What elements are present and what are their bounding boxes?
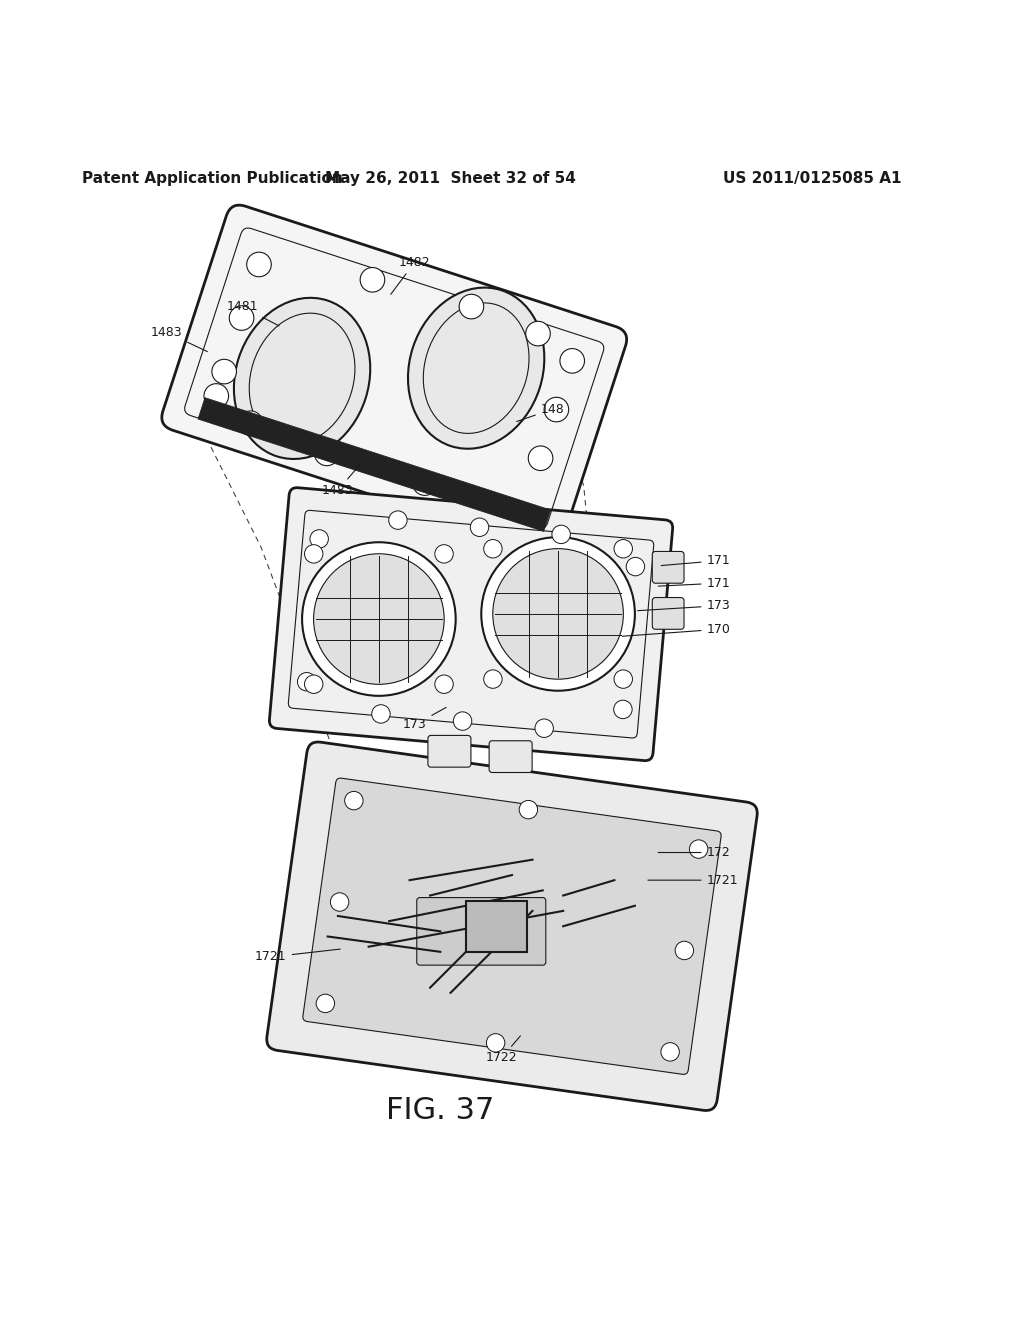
Circle shape bbox=[627, 557, 645, 576]
Circle shape bbox=[459, 294, 483, 319]
Text: 1483: 1483 bbox=[151, 326, 208, 351]
Circle shape bbox=[689, 840, 708, 858]
Text: 171: 171 bbox=[658, 577, 730, 590]
Circle shape bbox=[204, 384, 228, 408]
Circle shape bbox=[435, 675, 454, 693]
Circle shape bbox=[360, 268, 385, 292]
Circle shape bbox=[528, 446, 553, 470]
Circle shape bbox=[345, 792, 364, 810]
Circle shape bbox=[483, 540, 502, 558]
Circle shape bbox=[560, 348, 585, 374]
Circle shape bbox=[310, 529, 329, 548]
Ellipse shape bbox=[408, 288, 545, 449]
Circle shape bbox=[229, 306, 254, 330]
FancyBboxPatch shape bbox=[303, 777, 721, 1074]
Circle shape bbox=[212, 359, 237, 384]
Circle shape bbox=[525, 321, 550, 346]
Circle shape bbox=[552, 525, 570, 544]
Text: 172: 172 bbox=[658, 846, 730, 859]
Ellipse shape bbox=[233, 298, 371, 459]
Circle shape bbox=[239, 411, 263, 436]
Circle shape bbox=[389, 511, 408, 529]
Circle shape bbox=[483, 669, 502, 688]
Text: 171: 171 bbox=[662, 554, 730, 568]
FancyBboxPatch shape bbox=[269, 487, 673, 760]
Circle shape bbox=[470, 517, 488, 536]
FancyBboxPatch shape bbox=[266, 742, 758, 1110]
Circle shape bbox=[297, 672, 315, 690]
Circle shape bbox=[454, 711, 472, 730]
Text: 1482: 1482 bbox=[391, 256, 430, 294]
Circle shape bbox=[486, 1034, 505, 1052]
Text: US 2011/0125085 A1: US 2011/0125085 A1 bbox=[723, 172, 901, 186]
Circle shape bbox=[535, 719, 553, 738]
FancyBboxPatch shape bbox=[417, 898, 546, 965]
Circle shape bbox=[660, 1043, 679, 1061]
Circle shape bbox=[313, 554, 444, 684]
Circle shape bbox=[247, 252, 271, 277]
Circle shape bbox=[493, 549, 624, 680]
Text: 173: 173 bbox=[638, 599, 730, 612]
Circle shape bbox=[302, 543, 456, 696]
Circle shape bbox=[614, 669, 633, 688]
Text: 1722: 1722 bbox=[486, 1036, 520, 1064]
Text: 1483: 1483 bbox=[323, 462, 361, 496]
Polygon shape bbox=[198, 397, 551, 532]
Text: 1721: 1721 bbox=[648, 874, 738, 887]
Circle shape bbox=[519, 800, 538, 818]
Circle shape bbox=[304, 675, 323, 693]
FancyBboxPatch shape bbox=[162, 205, 627, 552]
Circle shape bbox=[314, 441, 339, 466]
Circle shape bbox=[481, 537, 635, 690]
Circle shape bbox=[435, 545, 454, 564]
Circle shape bbox=[331, 892, 349, 911]
Text: 1721: 1721 bbox=[255, 949, 340, 964]
Circle shape bbox=[614, 540, 633, 558]
Circle shape bbox=[316, 994, 335, 1012]
Circle shape bbox=[304, 545, 323, 564]
FancyBboxPatch shape bbox=[489, 741, 532, 772]
Text: 170: 170 bbox=[623, 623, 730, 636]
FancyBboxPatch shape bbox=[652, 598, 684, 630]
Circle shape bbox=[675, 941, 693, 960]
FancyBboxPatch shape bbox=[466, 900, 527, 952]
Circle shape bbox=[413, 471, 437, 495]
Circle shape bbox=[372, 705, 390, 723]
FancyBboxPatch shape bbox=[428, 735, 471, 767]
Text: 148: 148 bbox=[517, 403, 564, 421]
Circle shape bbox=[613, 700, 632, 718]
Text: 173: 173 bbox=[402, 708, 446, 731]
FancyBboxPatch shape bbox=[652, 552, 684, 583]
Text: 1481: 1481 bbox=[226, 300, 280, 326]
Circle shape bbox=[544, 397, 568, 422]
Text: FIG. 37: FIG. 37 bbox=[386, 1096, 495, 1125]
Text: Patent Application Publication: Patent Application Publication bbox=[82, 172, 343, 186]
Text: May 26, 2011  Sheet 32 of 54: May 26, 2011 Sheet 32 of 54 bbox=[326, 172, 575, 186]
